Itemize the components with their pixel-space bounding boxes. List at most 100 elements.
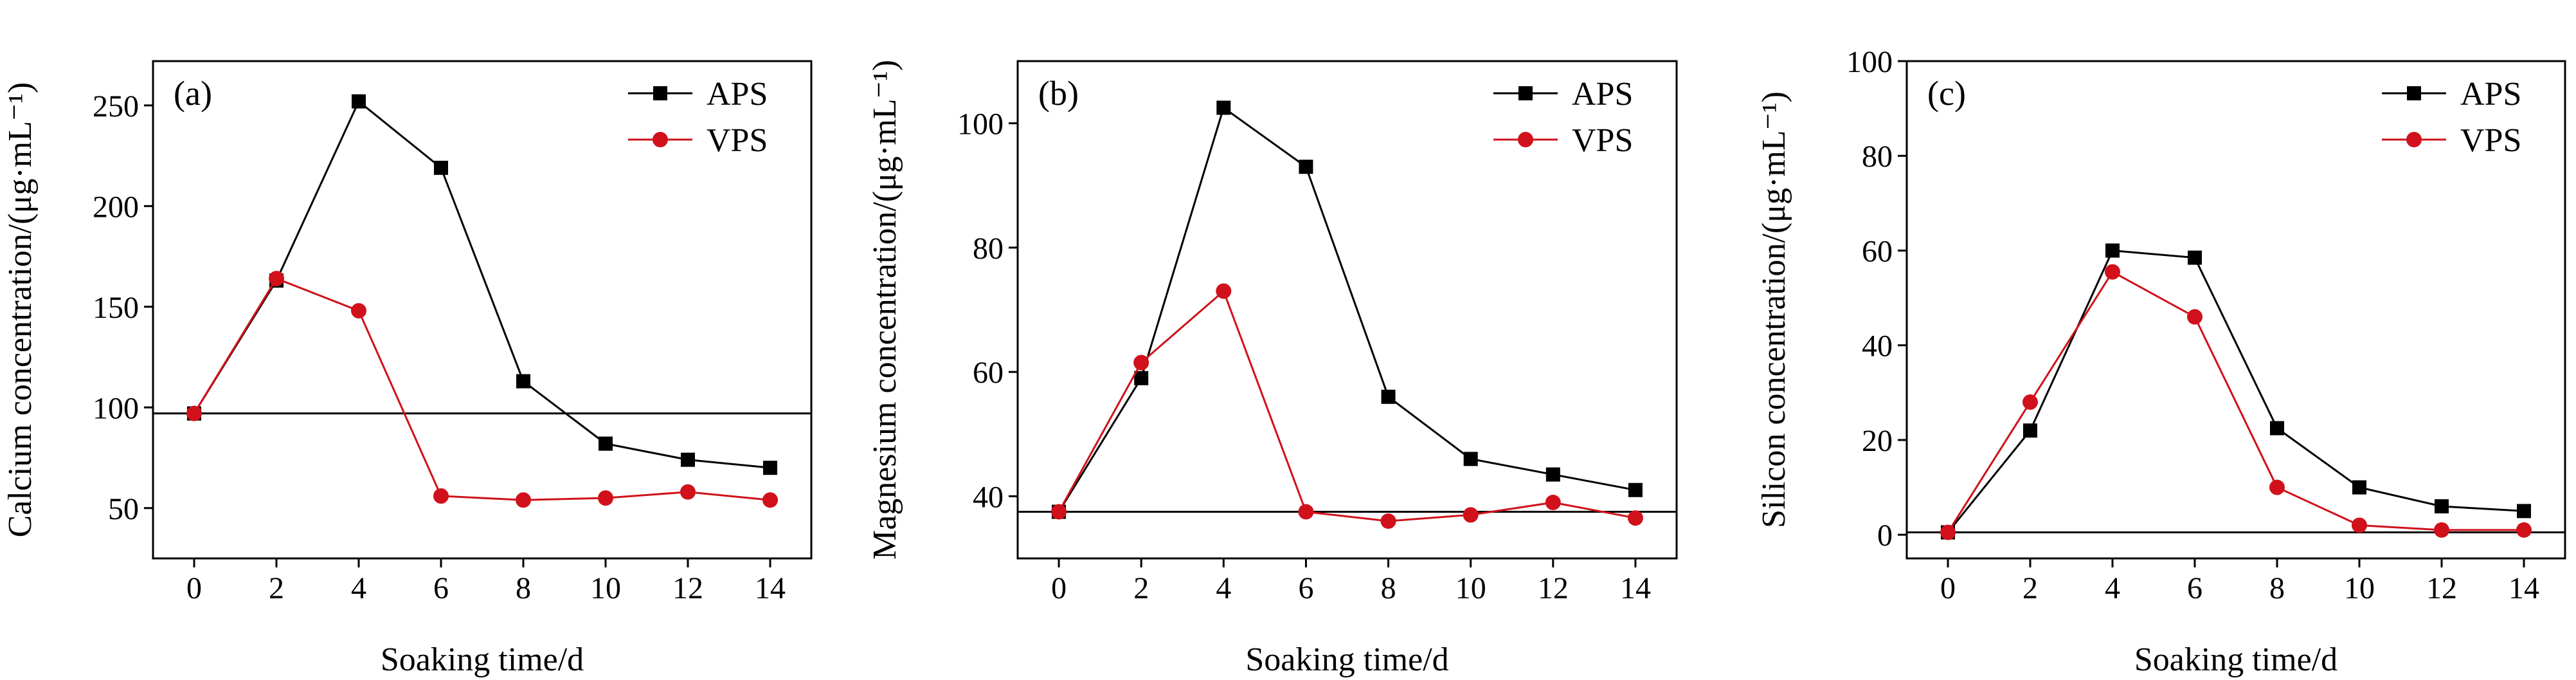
series-line-vps: [1947, 270, 2524, 533]
x-tick-label: 12: [672, 571, 703, 605]
y-tick-label: 100: [93, 391, 139, 425]
chart-panel-c: 0 2 4 6 8 10 12 14 0 20 40 60 80 100 Soaking time/d Sil…: [1756, 45, 2566, 678]
data-point-aps: [1134, 371, 1149, 385]
legend-marker: [653, 86, 667, 100]
data-point-aps: [1216, 100, 1231, 115]
data-point-aps: [1545, 467, 1560, 482]
x-tick-label: 0: [186, 571, 202, 605]
legend-label: VPS: [1572, 122, 1633, 159]
x-tick-label: 14: [1620, 571, 1651, 605]
chart-panel-b: 0 2 4 6 8 10 12 14 40 60 80 100 Soaking time/d Magnes…: [867, 60, 1678, 678]
legend-label: VPS: [2460, 122, 2521, 159]
data-point-vps: [2516, 522, 2532, 538]
y-axis-title: Silicon concentration/(μg·mL⁻¹): [1756, 91, 1792, 528]
legend-marker: [2406, 132, 2422, 147]
data-point-vps: [351, 303, 366, 319]
data-point-vps: [1545, 495, 1561, 511]
x-tick-label: 10: [590, 571, 621, 605]
y-tick-label: 40: [1862, 329, 1893, 363]
data-point-vps: [2105, 264, 2120, 280]
panel-label: (c): [1927, 74, 1966, 113]
panel-label: (a): [174, 74, 212, 113]
series-aps: [1941, 243, 2531, 540]
legend-label: VPS: [707, 122, 768, 159]
data-point-vps: [1298, 504, 1314, 520]
data-point-aps: [1628, 482, 1643, 497]
data-point-vps: [1051, 504, 1067, 520]
legend-marker: [1518, 86, 1533, 100]
y-tick-label: 20: [1862, 424, 1893, 458]
data-point-aps: [1463, 452, 1478, 466]
y-tick-label: 100: [957, 107, 1004, 142]
x-tick-label: 4: [2105, 571, 2120, 605]
legend-marker: [653, 132, 668, 147]
x-tick-label: 14: [755, 571, 786, 605]
y-tick-label: 100: [1846, 45, 1893, 79]
y-tick-label: 200: [93, 190, 139, 224]
legend: APS VPS: [2382, 76, 2521, 159]
x-tick-label: 0: [1051, 571, 1067, 605]
y-axis-title: Magnesium concentration/(μg·mL⁻¹): [867, 60, 903, 560]
data-point-aps: [434, 160, 448, 175]
series-vps: [186, 270, 778, 508]
x-tick-label: 4: [1216, 571, 1231, 605]
data-point-aps: [2270, 421, 2284, 436]
legend-marker: [1518, 132, 1533, 147]
data-point-vps: [2434, 522, 2449, 538]
data-point-aps: [352, 94, 366, 109]
x-tick-label: 0: [1940, 571, 1956, 605]
series-aps: [1052, 100, 1643, 519]
data-point-aps: [1381, 389, 1396, 404]
data-point-vps: [186, 405, 202, 421]
data-point-vps: [1133, 354, 1149, 371]
data-point-aps: [2023, 423, 2037, 438]
x-tick-label: 8: [516, 571, 531, 605]
series-vps: [1940, 264, 2532, 540]
data-point-aps: [1299, 160, 1313, 174]
data-point-aps: [2188, 250, 2202, 265]
data-point-aps: [763, 461, 777, 475]
data-point-aps: [681, 452, 695, 467]
x-tick-label: 6: [2187, 571, 2202, 605]
series-line-vps: [193, 277, 771, 501]
data-point-aps: [2352, 480, 2366, 495]
y-tick-label: 40: [973, 480, 1004, 514]
y-tick-label: 80: [1862, 140, 1893, 174]
data-point-aps: [2105, 243, 2120, 258]
x-tick-label: 6: [433, 571, 449, 605]
y-tick-label: 80: [973, 232, 1004, 266]
x-tick-label: 10: [1455, 571, 1486, 605]
legend-label: APS: [707, 76, 768, 113]
chart-panel-a: 0 2 4 6 8 10 12 14 50 100 150 200 250 Soaking time/d C…: [2, 60, 813, 678]
legend-marker: [2407, 86, 2421, 100]
series-line-aps: [193, 100, 771, 469]
x-tick-label: 2: [1133, 571, 1149, 605]
data-point-aps: [2517, 504, 2531, 519]
series-line-vps: [1058, 289, 1636, 522]
x-tick-label: 6: [1298, 571, 1313, 605]
data-point-vps: [2187, 309, 2202, 325]
x-tick-label: 8: [2269, 571, 2285, 605]
data-point-vps: [598, 490, 613, 506]
y-tick-label: 250: [93, 89, 139, 124]
data-point-vps: [762, 492, 778, 508]
plot-frame: [1905, 60, 2566, 560]
series-line-aps: [1058, 106, 1636, 513]
y-tick-label: 0: [1877, 519, 1893, 553]
x-tick-label: 2: [269, 571, 284, 605]
data-point-vps: [269, 270, 284, 286]
data-point-vps: [1380, 513, 1396, 529]
x-tick-label: 2: [2022, 571, 2038, 605]
legend-label: APS: [1572, 76, 1633, 113]
data-point-vps: [1463, 507, 1479, 523]
data-point-vps: [2022, 394, 2038, 410]
data-point-vps: [1940, 524, 1956, 540]
y-tick-label: 50: [108, 492, 139, 526]
data-point-aps: [2435, 499, 2449, 514]
y-tick-label: 150: [93, 291, 139, 325]
data-point-aps: [599, 436, 613, 451]
legend: APS VPS: [628, 76, 768, 159]
legend: APS VPS: [1493, 76, 1633, 159]
x-axis-title: Soaking time/d: [381, 641, 584, 678]
